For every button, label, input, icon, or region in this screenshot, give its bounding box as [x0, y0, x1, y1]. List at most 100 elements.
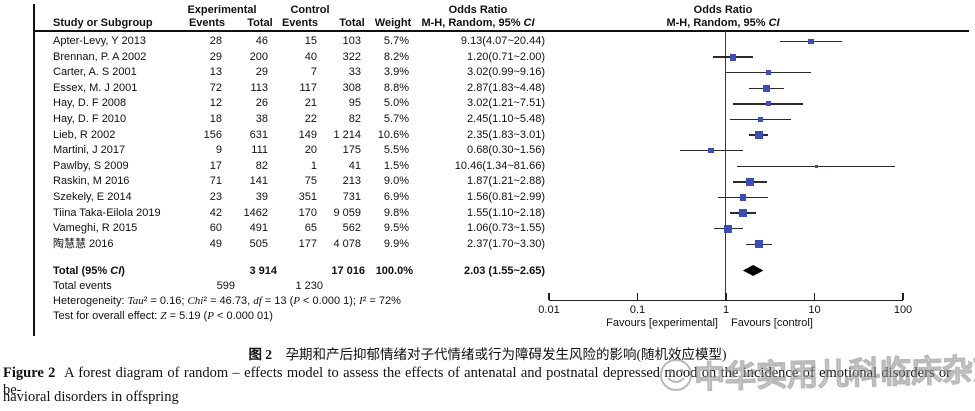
ctrl-total-value: 95 — [348, 97, 361, 110]
ctrl-total-value: 33 — [348, 66, 361, 79]
caption-english-line2: havioral disorders in offspring — [3, 389, 179, 405]
col-study-or-subgroup: Study or Subgroup — [53, 17, 153, 29]
ctrl-events-value: 149 — [298, 128, 317, 141]
caption-chinese: 图 2 孕期和产后抑郁情绪对子代情绪或行为障碍发生风险的影响(随机效应模型) — [0, 343, 975, 363]
total-events-ctrl: 1 230 — [295, 280, 323, 292]
ctrl-total-value: 103 — [342, 35, 361, 47]
ctrl-events-value: 351 — [298, 191, 317, 203]
x-axis-line — [549, 299, 903, 301]
weight-value: 5.7% — [383, 113, 409, 125]
or-marker — [808, 38, 814, 45]
ctrl-total-value: 175 — [342, 144, 361, 157]
or-ci-value: 2.45(1.10~5.48) — [467, 113, 545, 125]
weight-value: 8.2% — [383, 50, 409, 63]
exp-events-value: 23 — [209, 191, 222, 203]
axis-tick-label: 0.1 — [629, 304, 646, 316]
weight-value: 8.8% — [383, 81, 409, 94]
weight-value: 3.9% — [383, 66, 409, 79]
study-name: Tiina Taka-Eilola 2019 — [53, 206, 161, 219]
exp-events-value: 42 — [209, 206, 222, 219]
or-marker — [729, 53, 737, 61]
study-name: Raskin, M 2016 — [53, 175, 130, 188]
ctrl-total-value: 308 — [342, 81, 361, 94]
ctrl-events-value: 1 — [310, 159, 317, 172]
weight-value: 9.0% — [383, 175, 409, 188]
total-weight: 100.0% — [375, 265, 413, 277]
ctrl-events-value: 117 — [299, 81, 317, 94]
study-name: Brennan, P. A 2002 — [53, 50, 147, 63]
total-events-label: Total events — [53, 280, 112, 292]
weight-value: 10.6% — [377, 128, 409, 141]
col-exp-total: Total — [247, 17, 273, 29]
or-ci-value: 2.87(1.83~4.48) — [467, 81, 545, 94]
caption-figure-label: Figure 2 — [3, 365, 56, 381]
exp-total-value: 46 — [255, 35, 268, 47]
axis-tick — [902, 293, 904, 300]
ctrl-total-value: 82 — [348, 113, 361, 125]
or-ci-value: 9.13(4.07~20.44) — [460, 35, 545, 47]
or-marker — [746, 178, 754, 186]
exp-total-value: 38 — [255, 113, 268, 125]
or-ci-value: 1.56(0.81~2.99) — [467, 191, 545, 203]
exp-events-value: 49 — [209, 237, 222, 250]
total-ctrl-total: 17 016 — [331, 265, 365, 277]
exp-total-value: 29 — [255, 66, 268, 79]
caption-chinese-body: 孕期和产后抑郁情绪对子代情绪或行为障碍发生风险的影响(随机效应模型) — [285, 347, 727, 362]
caption-chinese-label: 图 2 — [248, 347, 273, 362]
weight-value: 5.7% — [383, 35, 409, 47]
exp-events-value: 18 — [209, 113, 222, 125]
exp-events-value: 72 — [209, 81, 222, 94]
weight-value: 1.5% — [383, 159, 409, 172]
exp-total-value: 200 — [249, 50, 268, 63]
or-marker — [739, 194, 747, 201]
exp-total-value: 39 — [255, 191, 268, 203]
or-ci-value: 1.87(1.21~2.88) — [467, 175, 545, 188]
total-or-ci: 2.03 (1.55~2.65) — [463, 265, 545, 277]
exp-total-value: 113 — [250, 81, 268, 94]
ctrl-events-value: 22 — [304, 113, 317, 125]
study-name: 陶慧慧 2016 — [53, 237, 114, 250]
or-ci-value: 2.35(1.83~3.01) — [467, 128, 545, 141]
or-marker — [754, 130, 763, 140]
header-rule — [33, 30, 969, 32]
null-effect-line — [725, 31, 727, 300]
exp-total-value: 1462 — [243, 206, 268, 219]
exp-events-value: 9 — [215, 144, 222, 157]
favours-control-label: Favours [control] — [731, 317, 813, 329]
col-ctrl-events: Events — [281, 17, 319, 29]
total-exp-total: 3 914 — [249, 265, 277, 277]
ctrl-events-value: 65 — [304, 222, 317, 235]
ctrl-total-value: 322 — [342, 50, 361, 63]
ctrl-events-value: 15 — [304, 35, 317, 47]
col-weight: Weight — [374, 17, 412, 29]
ctrl-total-value: 41 — [348, 159, 361, 172]
total-row-label: Total (95% CI) — [53, 265, 125, 277]
axis-tick — [636, 293, 639, 300]
weight-value: 6.9% — [383, 191, 409, 203]
exp-events-value: 29 — [209, 50, 222, 63]
axis-tick-label: 100 — [893, 304, 913, 316]
journal-watermark-text: 中华实用儿科临床杂志 — [693, 351, 975, 396]
ctrl-total-value: 213 — [342, 175, 361, 188]
axis-tick — [725, 293, 727, 300]
heterogeneity-stats: Heterogeneity: Tau² = 0.16; Chi² = 46.73… — [53, 295, 401, 307]
study-name: Martini, J 2017 — [53, 144, 126, 157]
journal-logo-icon — [660, 359, 692, 391]
exp-total-value: 82 — [255, 159, 268, 172]
axis-tick — [813, 293, 816, 300]
plot-subtitle: M-H, Random, 95% CI — [666, 17, 780, 29]
ctrl-events-value: 177 — [298, 237, 317, 250]
ctrl-events-value: 20 — [304, 144, 317, 157]
exp-events-value: 17 — [209, 159, 222, 172]
ctrl-total-value: 1 214 — [333, 128, 361, 141]
overall-effect-test: Test for overall effect: Z = 5.19 (P < 0… — [53, 310, 273, 322]
or-ci-value: 3.02(1.21~7.51) — [467, 97, 545, 110]
axis-tick-label: 1 — [722, 304, 730, 316]
ctrl-events-value: 170 — [298, 206, 317, 219]
or-marker — [757, 116, 764, 123]
weight-value: 9.9% — [383, 237, 409, 250]
plot-title: Odds Ratio — [693, 4, 753, 16]
exp-total-value: 505 — [249, 237, 268, 250]
study-name: Hay, D. F 2008 — [53, 97, 127, 110]
